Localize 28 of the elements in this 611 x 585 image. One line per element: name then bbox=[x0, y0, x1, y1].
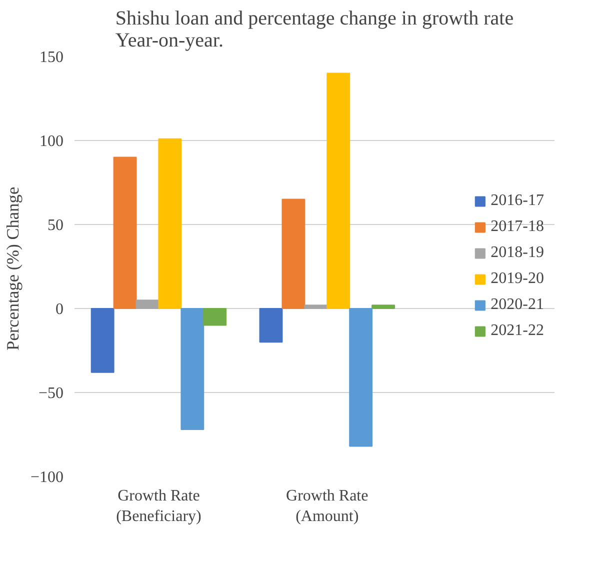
bar bbox=[136, 300, 160, 309]
bar bbox=[180, 308, 204, 430]
y-tick-label: 150 bbox=[40, 49, 64, 66]
bar bbox=[304, 304, 328, 309]
bar bbox=[259, 308, 283, 343]
y-tick-label: −50 bbox=[38, 385, 64, 402]
bar bbox=[349, 308, 373, 447]
legend-label: 2016-17 bbox=[490, 192, 544, 210]
legend-label: 2017-18 bbox=[490, 218, 544, 236]
bar bbox=[113, 156, 137, 309]
bar bbox=[372, 304, 395, 309]
bar bbox=[90, 308, 114, 373]
legend-label: 2018-19 bbox=[490, 244, 544, 262]
chart-title: Shishu loan and percentage change in growth rate Year-on-year. bbox=[115, 8, 514, 52]
x-tick-label: Growth Rate (Amount) bbox=[286, 488, 368, 525]
y-axis-title: Percentage (%) Change bbox=[3, 186, 22, 350]
y-tick-label: −100 bbox=[30, 469, 64, 486]
legend-label: 2019-20 bbox=[490, 270, 544, 288]
bar bbox=[282, 198, 306, 309]
y-tick-label: 50 bbox=[48, 217, 64, 234]
x-tick-label: Growth Rate (Beneficiary) bbox=[116, 488, 202, 525]
bar bbox=[158, 138, 182, 309]
y-tick-label: 100 bbox=[40, 133, 64, 150]
bar bbox=[203, 308, 227, 326]
legend-label: 2021-22 bbox=[490, 322, 544, 340]
bar bbox=[326, 72, 350, 309]
y-tick-label: 0 bbox=[56, 301, 64, 318]
legend-label: 2020-21 bbox=[490, 296, 544, 314]
